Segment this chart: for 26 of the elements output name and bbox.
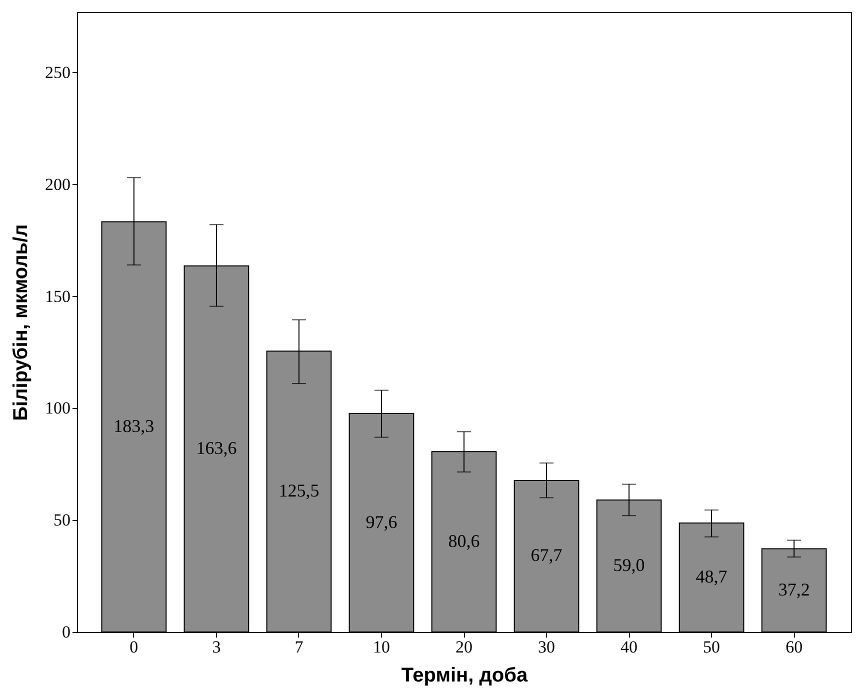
y-tick-label: 50 — [54, 510, 70, 530]
y-tick-label: 250 — [45, 62, 70, 82]
data-label: 125,5 — [278, 480, 320, 501]
x-tick-label: 40 — [620, 638, 638, 656]
x-tick-label: 60 — [786, 638, 803, 656]
data-label: 163,6 — [196, 438, 237, 458]
x-tick-label: 10 — [372, 638, 390, 656]
x-tick-label: 30 — [538, 638, 556, 656]
y-axis-title: Білірубін, мкмоль/л — [10, 224, 32, 421]
data-label: 59,0 — [613, 554, 645, 575]
x-axis-title: Термін, доба — [401, 664, 528, 686]
x-tick-label: 7 — [294, 638, 304, 656]
data-label: 80,6 — [448, 530, 480, 551]
data-label: 48,7 — [696, 566, 728, 586]
x-tick-label: 0 — [130, 638, 138, 656]
y-tick-label: 200 — [45, 174, 70, 194]
y-tick-label: 100 — [45, 398, 70, 418]
x-tick-label: 3 — [212, 638, 221, 656]
x-tick-label: 50 — [703, 638, 720, 656]
data-label: 37,2 — [778, 579, 810, 600]
data-label: 67,7 — [530, 545, 562, 566]
data-label: 183,3 — [114, 416, 154, 436]
y-tick-label: 150 — [45, 286, 70, 306]
x-tick-label: 20 — [456, 638, 472, 656]
data-label: 97,6 — [366, 512, 398, 532]
y-tick-label: 0 — [62, 622, 70, 642]
